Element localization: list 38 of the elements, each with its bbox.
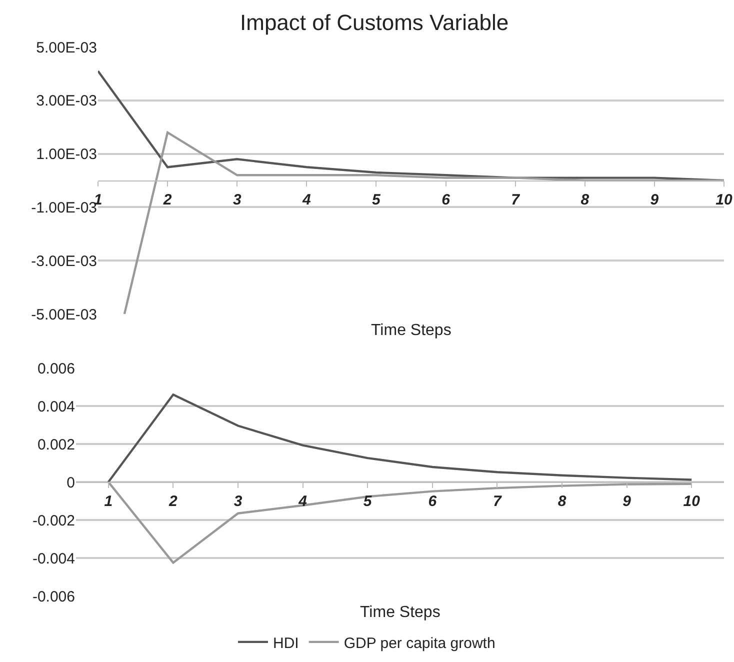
x-tick-label: 7 (493, 493, 502, 510)
y-tick-label: 0 (66, 474, 75, 492)
x-tick-label: 9 (622, 493, 632, 510)
chart-title: Impact of Customs Variable (240, 10, 509, 35)
x-tick-label: 4 (302, 192, 312, 208)
x-tick-label: 10 (683, 493, 701, 510)
y-tick-label: 1.00E-03 (36, 146, 97, 164)
x-tick-label: 2 (162, 192, 172, 208)
x-tick-label: 6 (428, 493, 438, 510)
y-tick-label: -5.00E-03 (31, 306, 97, 324)
x-tick-label: 5 (372, 192, 382, 208)
x-tick-label: 6 (442, 192, 451, 208)
line-series (107, 394, 693, 484)
x-tick-label: 3 (232, 192, 242, 208)
y-tick-label: 0.002 (37, 436, 75, 454)
x-tick-label: 1 (104, 493, 113, 510)
legend-label: HDI (273, 634, 299, 652)
x-tick-label: 8 (580, 192, 590, 208)
x-tick-label: 9 (650, 192, 660, 208)
x-tick-label: 5 (363, 493, 372, 510)
x-axis-title: Time Steps (360, 604, 440, 621)
y-tick-label: -0.006 (32, 588, 75, 606)
y-tick-label: -1.00E-03 (31, 199, 97, 216)
y-tick-label: 5.00E-03 (36, 39, 97, 56)
x-tick-label: 2 (168, 493, 178, 510)
y-tick-label: 0.006 (37, 360, 75, 378)
y-tick-label: 3.00E-03 (36, 92, 97, 110)
y-tick-label: -0.004 (32, 550, 75, 568)
x-tick-label: 8 (558, 493, 567, 510)
y-tick-label: -3.00E-03 (31, 252, 97, 270)
legend-label: GDP per capita growth (344, 634, 496, 652)
x-axis-title: Time Steps (371, 322, 452, 339)
x-tick-label: 4 (298, 493, 308, 510)
y-tick-label: 0.004 (37, 398, 75, 416)
x-tick-label: 7 (511, 192, 520, 208)
y-tick-label: -0.002 (32, 512, 75, 530)
x-tick-label: 10 (716, 192, 733, 208)
x-tick-label: 3 (234, 493, 243, 510)
